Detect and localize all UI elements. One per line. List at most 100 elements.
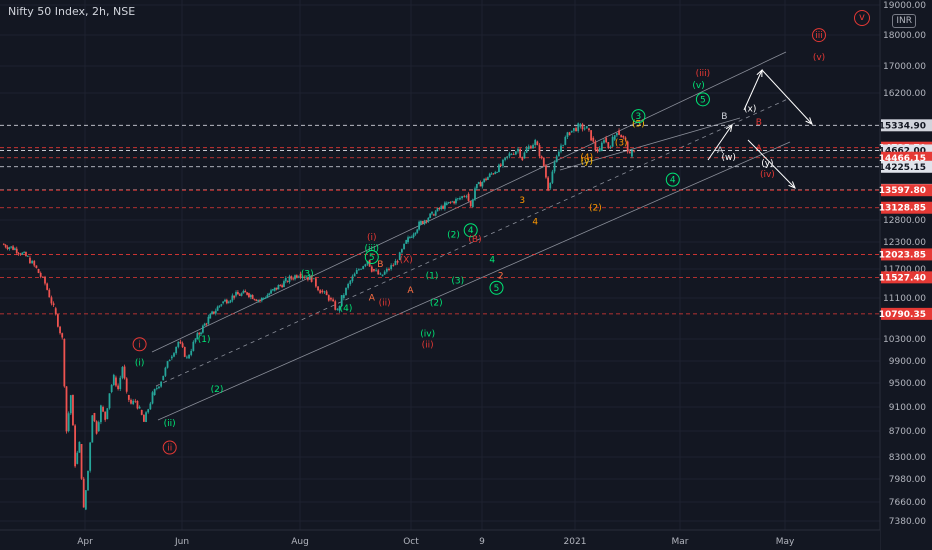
candle-body (284, 277, 287, 282)
time-tick-label: May (776, 537, 795, 547)
candle-body (438, 207, 441, 210)
wave-label: 4 (489, 255, 495, 265)
candle-body (91, 415, 94, 443)
candle-body (624, 137, 627, 140)
currency-badge[interactable]: INR (892, 14, 916, 28)
candle-body (231, 295, 234, 301)
candle-body (471, 199, 474, 207)
candle-body (315, 278, 317, 287)
candle-body (440, 206, 443, 210)
wave-label: (B) (468, 235, 481, 245)
candle-body (273, 287, 276, 291)
projection-arrow-head (788, 181, 796, 189)
candle-body (547, 177, 549, 191)
candle-body (8, 247, 11, 249)
candle-body (207, 316, 210, 324)
candle-body (633, 150, 635, 152)
price-tick-label: 19000.00 (883, 1, 926, 11)
wave-label: 5 (494, 284, 500, 294)
candle-body (398, 252, 401, 260)
price-axis[interactable]: 7380.00 7660.00 7980.00 8300.00 8700.00 9100.… (879, 0, 932, 550)
candle-body (607, 142, 610, 149)
projection-arrow (743, 69, 763, 111)
candle-body (310, 275, 313, 282)
wave-label: (iii) (365, 244, 380, 254)
wave-label: i (138, 340, 141, 350)
candle-body (301, 276, 304, 278)
candle-body (93, 413, 96, 422)
candle-body (347, 283, 350, 288)
wave-label-circle (132, 337, 147, 352)
candle-body (236, 292, 239, 295)
candle-body (506, 156, 509, 158)
candle-body (598, 148, 601, 152)
price-tick-label: 11100.00 (883, 294, 926, 304)
candle-body (504, 157, 506, 160)
channel-line (151, 51, 787, 353)
wave-label: (2) (430, 299, 443, 309)
candle-body (453, 201, 456, 204)
candle-body (89, 442, 92, 471)
candle-body (158, 386, 160, 389)
candle-body (23, 252, 26, 253)
candle-body (140, 410, 143, 415)
candle-body (414, 232, 417, 235)
candle-body (21, 252, 24, 255)
wave-label: (5) (632, 120, 645, 130)
level-price-label: 13128.85 (879, 204, 926, 214)
wave-label: (3) (451, 277, 464, 287)
price-tick-label: 7980.00 (889, 475, 926, 485)
candle-body (551, 171, 554, 183)
wave-label: B (721, 112, 727, 122)
candle-body (492, 173, 495, 175)
candle-body (447, 201, 450, 204)
candle-body (609, 146, 612, 148)
candle-body (479, 182, 482, 187)
wave-label: (v) (813, 53, 825, 63)
candle-body (345, 287, 347, 295)
candle-body (566, 132, 569, 137)
candle-body (557, 151, 560, 157)
candle-body (52, 303, 55, 306)
candle-body (562, 144, 565, 146)
candle-body (459, 198, 461, 200)
candle-body (388, 268, 390, 270)
candle-body (323, 291, 326, 293)
wave-label: (iv) (760, 170, 775, 180)
level-price-label: 12023.85 (879, 250, 926, 260)
grid-lines (0, 0, 880, 530)
candle-body (588, 128, 590, 131)
candle-body (242, 290, 245, 294)
candle-body (123, 366, 126, 379)
candle-body (381, 274, 384, 277)
candle-body (275, 287, 278, 290)
wave-label: 4 (670, 176, 676, 186)
candle-body (510, 154, 513, 156)
level-price-tag (881, 201, 932, 214)
candle-body (233, 295, 236, 298)
wave-label: (ii) (422, 340, 434, 350)
candle-body (465, 196, 468, 198)
time-axis[interactable]: Apr Jun Aug Oct 9 2021 Mar May (0, 529, 880, 550)
level-price-label: 13597.80 (879, 186, 926, 196)
candle-body (631, 150, 633, 157)
candle-body (517, 148, 519, 152)
candle-body (568, 132, 571, 136)
candle-body (532, 145, 534, 149)
projection-arrow (761, 69, 813, 125)
candle-body (613, 135, 616, 140)
time-tick-label: Apr (77, 537, 93, 547)
candle-body (317, 286, 319, 291)
price-tick-label: 11700.00 (883, 265, 926, 275)
candle-body (410, 237, 413, 238)
candle-body (294, 275, 296, 280)
candle-body (57, 314, 59, 327)
candle-body (194, 338, 197, 342)
candle-body (585, 126, 588, 129)
candle-body (192, 341, 195, 351)
candle-body (521, 156, 524, 160)
candle-body (196, 333, 199, 339)
chart-title: Nifty 50 Index, 2h, NSE (8, 5, 136, 18)
candle-body (72, 395, 74, 426)
